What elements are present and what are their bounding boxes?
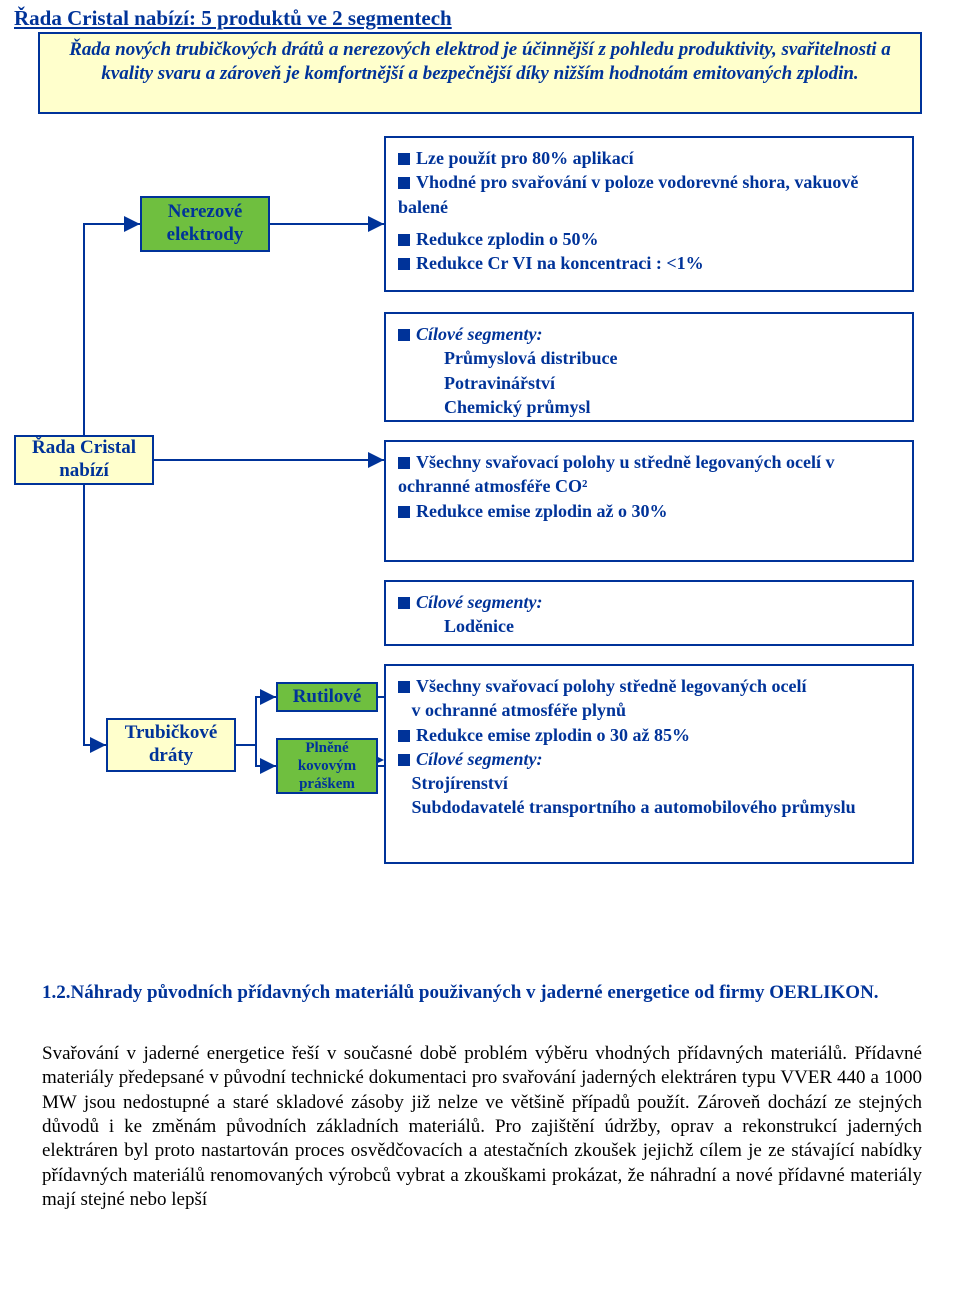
section-heading: 1.2.Náhrady původních přídavných materiá… (42, 982, 922, 1004)
node-plnene-praskem: Plněné kovovým práškem (276, 738, 378, 794)
detail-box-3: Všechny svařovací polohy u středně legov… (384, 440, 914, 562)
node-trubickove-draty: Trubičkové dráty (106, 718, 236, 772)
node-root: Řada Cristal nabízí (14, 435, 154, 485)
page-title: Řada Cristal nabízí: 5 produktů ve 2 seg… (14, 6, 452, 31)
node-rutilove: Rutilové (276, 682, 378, 712)
detail-box-1: Lze použít pro 80% aplikacíVhodné pro sv… (384, 136, 914, 292)
detail-box-2: Cílové segmenty:Průmyslová distribucePot… (384, 312, 914, 422)
intro-box: Řada nových trubičkových drátů a nerezov… (38, 32, 922, 114)
section-body: Svařování v jaderné energetice řeší v so… (42, 1042, 922, 1212)
node-nerezove-elektrody: Nerezové elektrody (140, 196, 270, 252)
detail-box-5: Všechny svařovací polohy středně legovan… (384, 664, 914, 864)
detail-box-4: Cílové segmenty:Loděnice (384, 580, 914, 646)
